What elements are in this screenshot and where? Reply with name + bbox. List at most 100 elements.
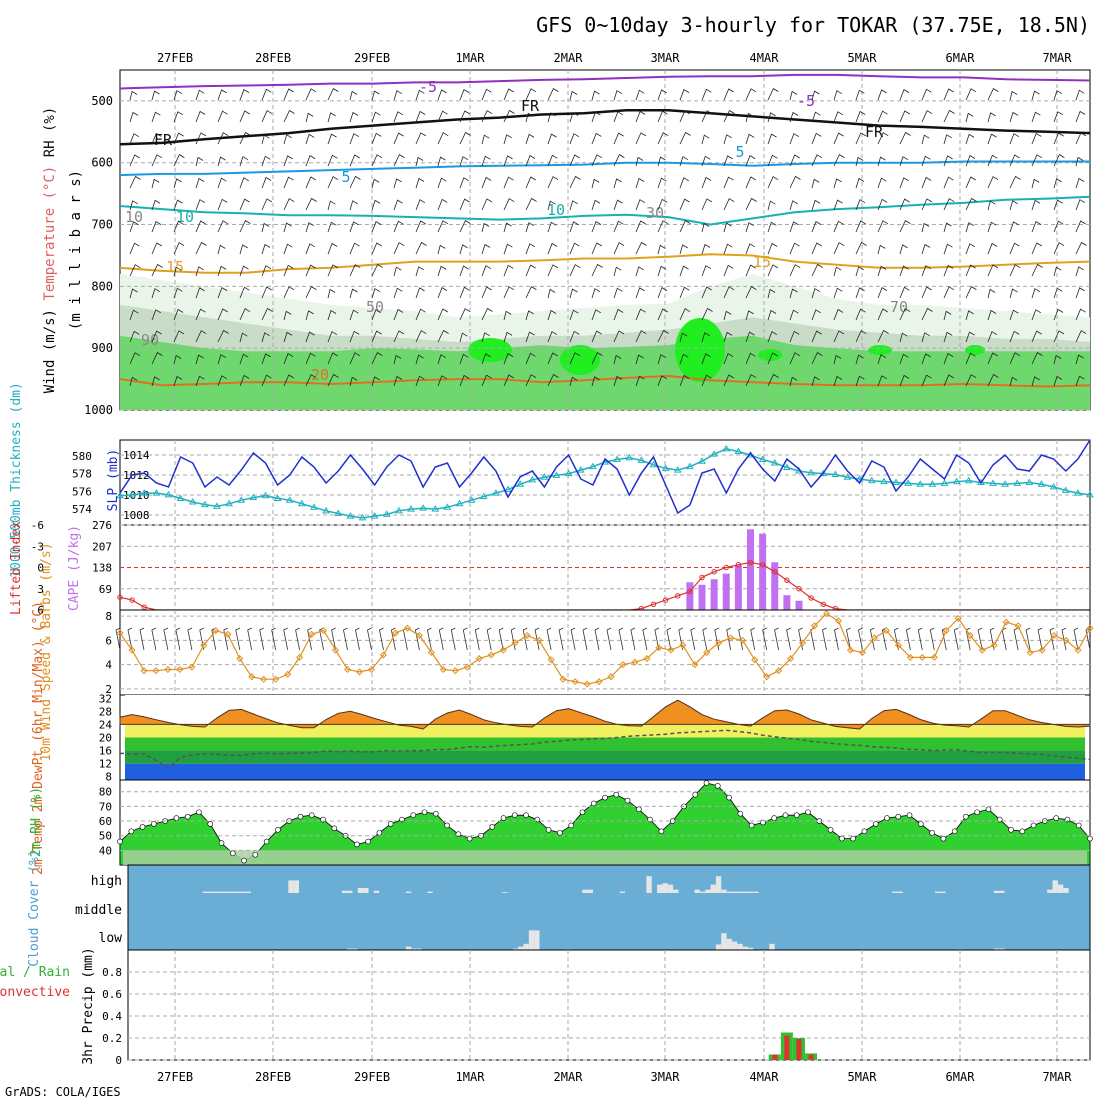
- wind-barb: [613, 242, 625, 255]
- cloud-high-bar: [213, 891, 219, 893]
- wind-speed-point: [128, 646, 136, 654]
- lifted-index-point: [784, 577, 790, 583]
- thickness-point: [564, 469, 573, 477]
- wind-barb: [261, 243, 271, 255]
- wind-barb: [459, 131, 471, 145]
- wind-barb: [745, 286, 757, 299]
- wind-barb: [877, 110, 888, 123]
- wind-barb: [987, 309, 997, 321]
- thickness-point: [200, 500, 209, 508]
- rh-point: [410, 812, 417, 818]
- cape-bar: [783, 595, 791, 610]
- wind-barb: [745, 222, 755, 233]
- wind-barb: [1031, 154, 1043, 167]
- wind-barb: [414, 627, 420, 651]
- wind-speed-point: [439, 665, 447, 674]
- wind-barb: [459, 177, 470, 189]
- lifted-index-point: [735, 561, 742, 568]
- cloud-high-bar: [726, 891, 732, 893]
- wind-barb: [217, 177, 227, 189]
- wind-barb: [547, 288, 556, 299]
- wind-barb: [283, 243, 293, 255]
- lifted-index-point: [117, 594, 123, 600]
- wind-barb: [1053, 220, 1064, 233]
- wind-speed-point: [727, 634, 735, 642]
- wind-barb: [987, 242, 998, 255]
- thickness-point: [128, 490, 137, 498]
- wind-barb: [666, 627, 672, 651]
- wind-barb: [723, 134, 732, 145]
- rh-point: [771, 815, 777, 821]
- thickness-point: [588, 462, 597, 470]
- date-label-top: 6MAR: [946, 51, 976, 65]
- wind-barb: [305, 197, 317, 211]
- rh-point: [1019, 828, 1026, 835]
- thickness-axis-label: 1000-500mb Thickness (dm): [9, 382, 24, 578]
- rh-point: [940, 835, 947, 842]
- wind-barb: [547, 331, 558, 343]
- pressure-axis-label: (m i l l i b a r s): [68, 170, 84, 330]
- thickness-point: [904, 479, 913, 486]
- cloud-low-bar: [999, 948, 1005, 950]
- rh-low-band: [123, 850, 1087, 865]
- contour-label: 50: [366, 298, 384, 316]
- wind-barb: [833, 308, 844, 321]
- wind-barb: [1009, 309, 1019, 321]
- wind-barb: [726, 627, 732, 651]
- wind-barb: [217, 265, 227, 277]
- rh-point: [624, 797, 631, 804]
- wind-barb: [503, 331, 513, 343]
- thickness-point: [843, 473, 852, 480]
- thickness-point: [297, 499, 306, 507]
- wind-speed-point: [1062, 636, 1070, 644]
- wind-barb: [393, 308, 404, 321]
- thickness-point: [443, 503, 452, 510]
- wind-barb: [613, 154, 625, 167]
- wind-barb: [635, 241, 647, 255]
- cloud-high-bar: [1063, 887, 1069, 893]
- wind-barb: [1085, 627, 1091, 651]
- cloud-low-bar: [518, 946, 524, 950]
- cloud-low-bar: [416, 948, 422, 950]
- wind-barb: [217, 375, 228, 387]
- wind-barb: [745, 352, 756, 365]
- wind-barb: [1075, 220, 1086, 233]
- thickness-point: [867, 476, 876, 484]
- wind-barb: [679, 374, 690, 387]
- contour-label: 90: [141, 331, 159, 349]
- wind-barb: [569, 242, 580, 255]
- thickness-point: [782, 463, 791, 470]
- wind-barb: [767, 242, 778, 255]
- wind-barb: [701, 110, 713, 123]
- cloud-low-bar: [528, 930, 535, 950]
- cloud-high-bar: [218, 891, 225, 893]
- wind-barb: [371, 221, 382, 233]
- wind-barb: [630, 627, 636, 651]
- wind-barb: [261, 307, 273, 321]
- rh-point: [613, 791, 620, 798]
- wind-barb: [613, 111, 624, 123]
- wind-barb: [283, 109, 295, 123]
- cloud-high-bar: [662, 883, 668, 893]
- wind-barb: [217, 308, 229, 321]
- wind-barb: [129, 264, 141, 277]
- wind-barb: [877, 329, 889, 343]
- cloud-level-label: middle: [75, 903, 122, 918]
- rh-point: [376, 829, 383, 836]
- wind-speed-point: [930, 653, 938, 661]
- wind-barb: [129, 288, 138, 299]
- wind-barb: [701, 307, 713, 321]
- cloud-high-bar: [747, 891, 754, 893]
- thickness-point: [152, 489, 161, 496]
- wind-speed-point: [355, 668, 364, 676]
- lifted-index-point: [675, 593, 681, 599]
- wind-barb: [833, 199, 843, 211]
- wind-barb: [855, 241, 867, 255]
- wind-speed-point: [188, 663, 196, 671]
- wind-speed-point: [140, 667, 148, 675]
- wind-barb: [173, 220, 184, 233]
- wind-barb: [437, 244, 446, 255]
- wind-barb: [591, 132, 602, 145]
- wind-barb: [415, 330, 427, 343]
- wind-barb: [591, 199, 601, 211]
